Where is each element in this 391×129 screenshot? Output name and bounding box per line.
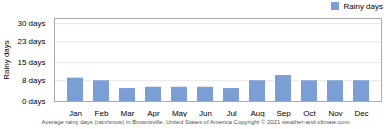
svg-text:Rainy days: Rainy days [2, 40, 11, 80]
svg-text:8 days: 8 days [22, 76, 46, 85]
svg-text:30 days: 30 days [17, 19, 45, 28]
svg-text:Oct: Oct [303, 109, 316, 117]
svg-text:Aug: Aug [250, 109, 264, 117]
svg-text:Apr: Apr [147, 109, 160, 117]
svg-text:May: May [172, 109, 187, 117]
svg-text:0 days: 0 days [22, 97, 46, 106]
svg-text:Jul: Jul [226, 109, 236, 117]
html-text:Average rainy days (rain/snow): Average rainy days (rain/snow) in Browns… [41, 119, 350, 125]
svg-text:Mar: Mar [121, 109, 135, 117]
svg-text:Feb: Feb [95, 109, 109, 117]
html-text:Rainy days: Rainy days [343, 1, 383, 11]
svg-text:Dec: Dec [354, 109, 368, 117]
svg-text:Sep: Sep [276, 109, 291, 117]
svg-text:Nov: Nov [328, 109, 342, 117]
svg-text:Jan: Jan [69, 109, 82, 117]
svg-text:15 days: 15 days [17, 58, 45, 67]
svg-text:23 days: 23 days [17, 37, 45, 46]
svg-text:Jun: Jun [199, 109, 212, 117]
